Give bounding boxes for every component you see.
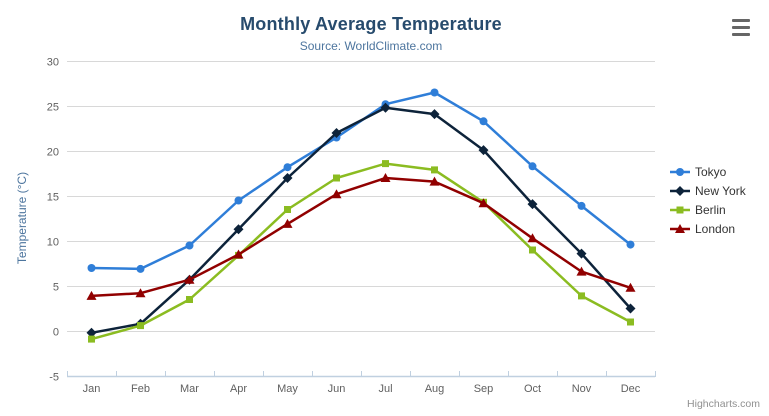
circle-marker-icon[interactable] (136, 264, 145, 273)
square-marker-icon[interactable] (88, 335, 95, 343)
circle-marker-icon[interactable] (87, 264, 96, 272)
series-new-york[interactable] (86, 102, 636, 338)
triangle-marker-icon[interactable] (675, 224, 685, 233)
legend-label: London (695, 222, 736, 236)
legend-item-london[interactable]: London (670, 222, 746, 236)
hamburger-icon (732, 26, 750, 29)
triangle-marker-icon[interactable] (527, 233, 538, 243)
y-tick-label: 30 (47, 57, 59, 69)
circle-marker-icon[interactable] (430, 88, 439, 97)
x-tick-label: Aug (425, 383, 445, 395)
diamond-marker-icon[interactable] (233, 224, 244, 235)
hamburger-icon (732, 33, 750, 36)
series-tokyo[interactable] (87, 88, 635, 273)
square-marker-icon[interactable] (333, 174, 340, 182)
x-tick-label: Jul (378, 383, 392, 395)
square-marker-icon[interactable] (529, 246, 536, 254)
y-tick-label: 15 (47, 192, 59, 204)
series-line[interactable] (90, 91, 632, 271)
diamond-marker-icon[interactable] (478, 145, 489, 156)
series-line[interactable] (90, 176, 632, 298)
x-tick-label: Nov (572, 383, 592, 395)
y-tick-label: 20 (47, 147, 59, 159)
square-marker-icon[interactable] (676, 206, 684, 214)
chart-title: Monthly Average Temperature (240, 14, 502, 34)
x-tick-label: Mar (180, 383, 199, 395)
square-legend-icon (670, 206, 690, 214)
triangle-marker-icon[interactable] (380, 173, 391, 182)
triangle-legend-icon (670, 224, 690, 233)
diamond-marker-icon[interactable] (380, 102, 391, 113)
x-tick-label: Oct (524, 383, 541, 395)
x-tick-label: Feb (131, 383, 150, 395)
y-tick-label: 25 (47, 102, 59, 114)
legend-label: Tokyo (695, 165, 727, 179)
gridlines (67, 61, 655, 377)
circle-marker-icon[interactable] (676, 168, 684, 176)
diamond-marker-icon[interactable] (675, 186, 685, 196)
diamond-marker-icon[interactable] (282, 173, 293, 183)
diamond-marker-icon[interactable] (576, 248, 587, 259)
triangle-marker-icon[interactable] (625, 282, 636, 292)
triangle-marker-icon[interactable] (429, 176, 440, 186)
diamond-marker-icon[interactable] (625, 303, 636, 314)
circle-marker-icon[interactable] (234, 196, 243, 205)
legend-label: New York (695, 184, 746, 198)
square-marker-icon[interactable] (382, 160, 389, 168)
series-london[interactable] (86, 173, 636, 300)
x-tick-label: May (277, 383, 298, 395)
credits-link[interactable]: Highcharts.com (687, 398, 760, 410)
y-tick-label: -5 (49, 372, 59, 384)
square-marker-icon[interactable] (137, 322, 144, 330)
series-line[interactable] (90, 162, 632, 341)
circle-marker-icon[interactable] (626, 240, 635, 249)
circle-marker-icon[interactable] (528, 162, 537, 171)
triangle-marker-icon[interactable] (331, 189, 342, 199)
square-marker-icon[interactable] (578, 292, 585, 300)
legend-item-tokyo[interactable]: Tokyo (670, 165, 746, 179)
square-marker-icon[interactable] (431, 166, 438, 174)
y-tick-label: 10 (47, 237, 59, 249)
x-tick-label: Jun (328, 383, 346, 395)
y-tick-label: 5 (53, 282, 59, 294)
circle-legend-icon (670, 168, 690, 176)
diamond-marker-icon[interactable] (331, 128, 342, 138)
circle-marker-icon[interactable] (577, 201, 586, 210)
x-tick-label: Jan (83, 383, 101, 395)
legend: Tokyo New York Berlin London (670, 165, 746, 236)
y-tick-label: 0 (53, 327, 59, 339)
triangle-marker-icon[interactable] (576, 266, 587, 276)
chart-subtitle: Source: WorldClimate.com (299, 39, 443, 53)
triangle-marker-icon[interactable] (233, 249, 244, 259)
hamburger-icon (732, 19, 750, 22)
x-tick-label: Dec (621, 383, 641, 395)
x-tick-label: Apr (230, 383, 247, 395)
square-marker-icon[interactable] (284, 206, 291, 213)
export-menu-button[interactable] (732, 19, 750, 36)
series-line[interactable] (90, 106, 632, 335)
triangle-marker-icon[interactable] (478, 198, 489, 208)
diamond-legend-icon (670, 186, 690, 196)
circle-marker-icon[interactable] (283, 163, 292, 172)
square-marker-icon[interactable] (627, 318, 634, 326)
y-axis-labels: -5 0 5 10 15 20 25 30 (47, 57, 59, 384)
diamond-marker-icon[interactable] (527, 199, 538, 210)
x-tick-label: Sep (474, 383, 494, 395)
x-axis: Jan Feb Mar Apr May Jun Jul Aug Sep Oct Nov Dec (67, 371, 656, 395)
chart-header: Monthly Average Temperature Source: Worl… (0, 14, 742, 53)
triangle-marker-icon[interactable] (282, 218, 293, 228)
legend-item-new-york[interactable]: New York (670, 184, 746, 198)
diamond-marker-icon[interactable] (429, 109, 440, 120)
triangle-marker-icon[interactable] (135, 288, 146, 298)
diamond-marker-icon[interactable] (86, 327, 97, 338)
triangle-marker-icon[interactable] (184, 274, 195, 284)
legend-item-berlin[interactable]: Berlin (670, 203, 746, 217)
circle-marker-icon[interactable] (479, 117, 488, 126)
square-marker-icon[interactable] (186, 296, 193, 303)
circle-marker-icon[interactable] (185, 241, 194, 250)
legend-label: Berlin (695, 203, 726, 217)
triangle-marker-icon[interactable] (86, 290, 97, 300)
